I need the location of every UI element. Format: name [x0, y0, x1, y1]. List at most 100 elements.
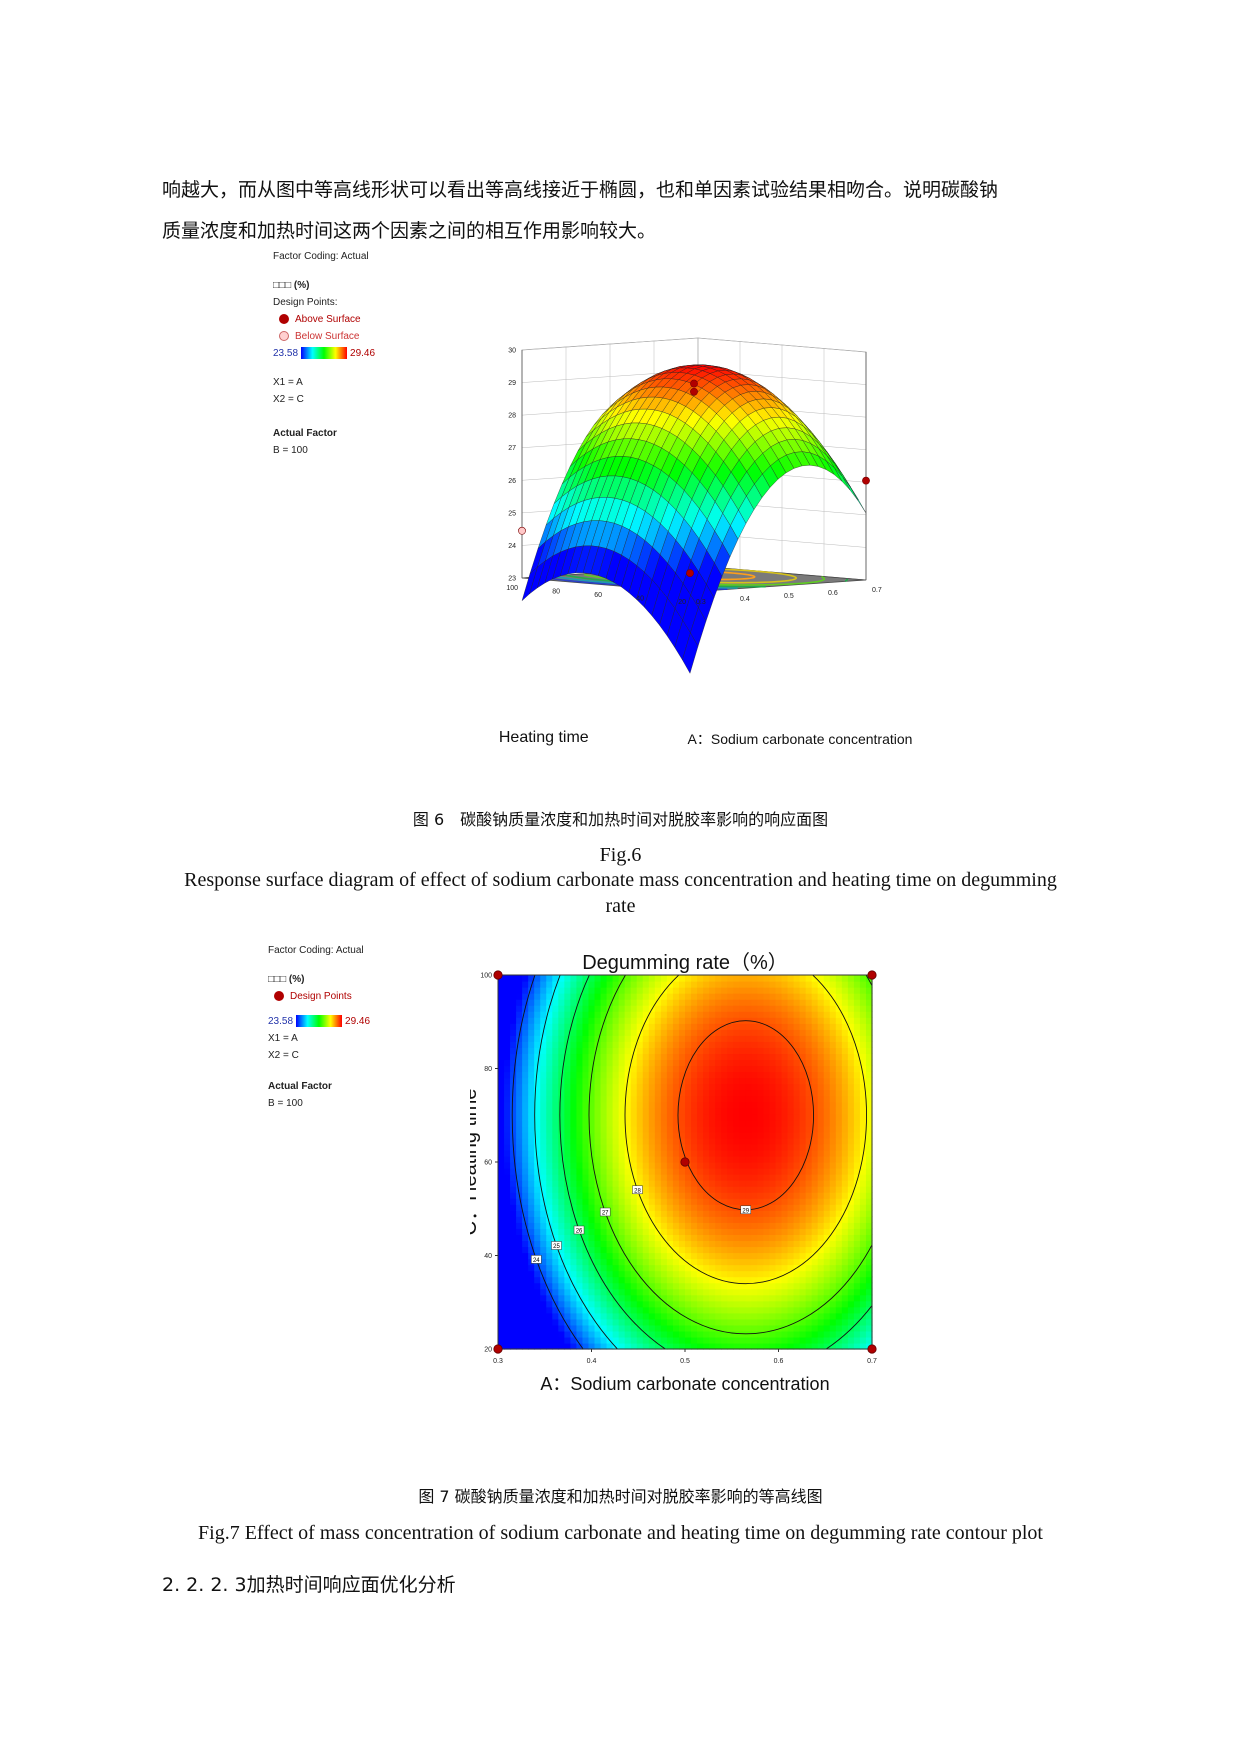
contour-cell [865, 1300, 873, 1308]
contour-cell [552, 1162, 559, 1169]
contour-cell [660, 1336, 668, 1344]
contour-cell [685, 1011, 692, 1018]
contour-cell [685, 1306, 692, 1314]
contour-cell [799, 1035, 807, 1042]
contour-cell [793, 987, 801, 994]
contour-cell [751, 1095, 758, 1103]
contour-cell [570, 1065, 578, 1073]
contour-cell [588, 981, 596, 988]
contour-cell [733, 1270, 740, 1278]
contour-cell [787, 999, 795, 1006]
contour-cell [666, 987, 674, 994]
contour-cell [745, 1180, 752, 1187]
contour-cell [558, 1192, 565, 1199]
contour-cell [691, 1228, 698, 1235]
contour-cell [558, 1330, 565, 1338]
contour-cell [865, 1276, 873, 1284]
contour-cell [775, 1011, 783, 1018]
contour-cell [564, 1077, 571, 1085]
contour-cell [721, 1011, 728, 1018]
contour-cell [823, 1083, 831, 1091]
contour-cell [739, 1113, 746, 1121]
contour-cell [703, 1342, 710, 1350]
contour-cell [757, 1174, 765, 1181]
contour-cell [733, 1252, 740, 1260]
contour-cell [709, 981, 716, 988]
contour-cell [498, 1282, 505, 1290]
contour-cell [721, 1071, 728, 1079]
contour-cell [618, 1053, 626, 1061]
contour-cell [787, 1035, 795, 1042]
contour-cell [775, 1047, 783, 1055]
contour-cell [733, 1324, 740, 1332]
contour-cell [564, 1276, 571, 1284]
contour-cell [504, 1204, 511, 1211]
z-tick-label: 23 [508, 576, 516, 583]
contour-cell [865, 1168, 873, 1175]
contour-cell [859, 1095, 867, 1103]
contour-cell [678, 1276, 686, 1284]
y-tick-label: 60 [594, 592, 602, 599]
contour-cell [630, 1095, 638, 1103]
contour-cell [582, 1011, 590, 1018]
contour-cell [817, 1077, 825, 1085]
contour-cell [594, 1113, 602, 1121]
contour-cell [691, 987, 698, 994]
contour-cell [763, 1011, 771, 1018]
contour-cell [691, 981, 698, 988]
contour-cell [829, 1276, 837, 1284]
contour-cell [805, 1318, 813, 1326]
contour-cell [618, 1131, 626, 1139]
contour-cell [835, 1192, 843, 1199]
contour-cell [666, 999, 674, 1006]
contour-cell [666, 1143, 674, 1151]
contour-cell [787, 1318, 795, 1326]
contour-cell [606, 1264, 614, 1272]
contour-cell [715, 1312, 722, 1320]
contour-cell [721, 1023, 728, 1030]
contour-cell [576, 1186, 584, 1193]
contour-cell [570, 1125, 578, 1133]
contour-cell [504, 1240, 511, 1248]
contour-cell [805, 1041, 813, 1048]
contour-cell [630, 1330, 638, 1338]
contour-cell [751, 1222, 758, 1229]
contour-cell [781, 1162, 789, 1169]
contour-cell [817, 1258, 825, 1266]
contour-cell [510, 1113, 517, 1121]
contour-cell [847, 1258, 855, 1266]
contour-cell [739, 1053, 746, 1061]
contour-cell [516, 1306, 523, 1314]
contour-cell [739, 1143, 746, 1151]
contour-cell [654, 1240, 662, 1248]
fig6-caption-en-line2: rate [605, 895, 636, 917]
contour-cell [498, 1246, 505, 1254]
contour-cell [510, 1011, 517, 1018]
contour-cell [678, 1204, 686, 1211]
contour-cell [829, 1246, 837, 1254]
contour-cell [685, 1143, 692, 1151]
contour-cell [757, 1288, 765, 1296]
contour-cell [528, 1186, 535, 1193]
contour-cell [570, 1155, 578, 1163]
contour-cell [829, 1252, 837, 1260]
contour-cell [697, 1204, 704, 1211]
contour-cell [666, 1065, 674, 1073]
contour-cell [600, 975, 608, 982]
contour-cell [516, 1143, 523, 1151]
contour-cell [739, 1083, 746, 1091]
contour-cell [498, 1143, 505, 1151]
contour-cell [648, 1228, 656, 1235]
contour-cell [570, 1137, 578, 1145]
contour-cell [654, 1282, 662, 1290]
contour-cell [775, 1204, 783, 1211]
contour-cell [865, 1005, 873, 1012]
contour-cell [594, 1234, 602, 1242]
contour-cell [757, 1306, 765, 1314]
contour-cell [721, 1029, 728, 1036]
contour-cell [642, 1228, 650, 1235]
contour-cell [727, 1131, 734, 1139]
contour-cell [540, 975, 547, 982]
contour-cell [709, 1336, 716, 1344]
contour-cell [781, 1168, 789, 1175]
